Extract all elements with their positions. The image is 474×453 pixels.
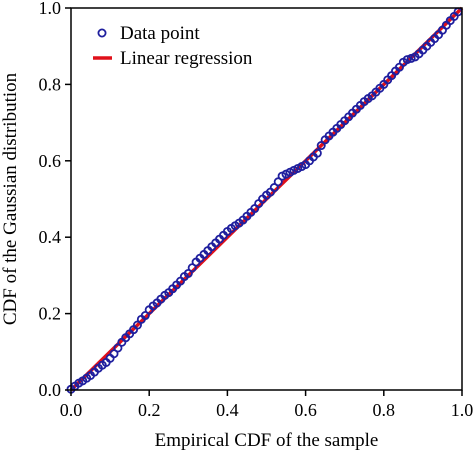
y-tick-label: 0.0 (39, 380, 62, 400)
legend-label-linear-regression: Linear regression (120, 48, 253, 69)
data-point (312, 148, 322, 158)
data-points (66, 7, 463, 394)
y-tick-label: 0.6 (39, 151, 62, 171)
legend-marker-data-point (97, 28, 107, 38)
x-tick-label: 0.2 (138, 400, 161, 420)
y-tick-label: 0.4 (39, 227, 62, 247)
data-point (402, 55, 412, 65)
y-tick-label: 0.2 (39, 304, 62, 324)
plot-frame (70, 7, 463, 391)
y-axis-label: CDF of the Gaussian distribution (0, 72, 21, 325)
x-tick-label: 0.4 (216, 400, 239, 420)
y-axis-ticks: 0.0 0.2 0.4 0.6 0.8 1.0 (39, 0, 71, 400)
x-tick-label: 0.8 (373, 400, 396, 420)
x-axis-ticks: 0.0 0.2 0.4 0.6 0.8 1.0 (60, 390, 474, 420)
x-tick-label: 0.0 (60, 400, 83, 420)
y-tick-label: 1.0 (39, 0, 62, 18)
x-axis-label: Empirical CDF of the sample (155, 430, 379, 451)
y-tick-label: 0.8 (39, 74, 62, 94)
legend-label-data-point: Data point (120, 23, 200, 44)
x-tick-label: 1.0 (451, 400, 474, 420)
x-tick-label: 0.6 (294, 400, 317, 420)
legend: Data point Linear regression (93, 23, 253, 69)
